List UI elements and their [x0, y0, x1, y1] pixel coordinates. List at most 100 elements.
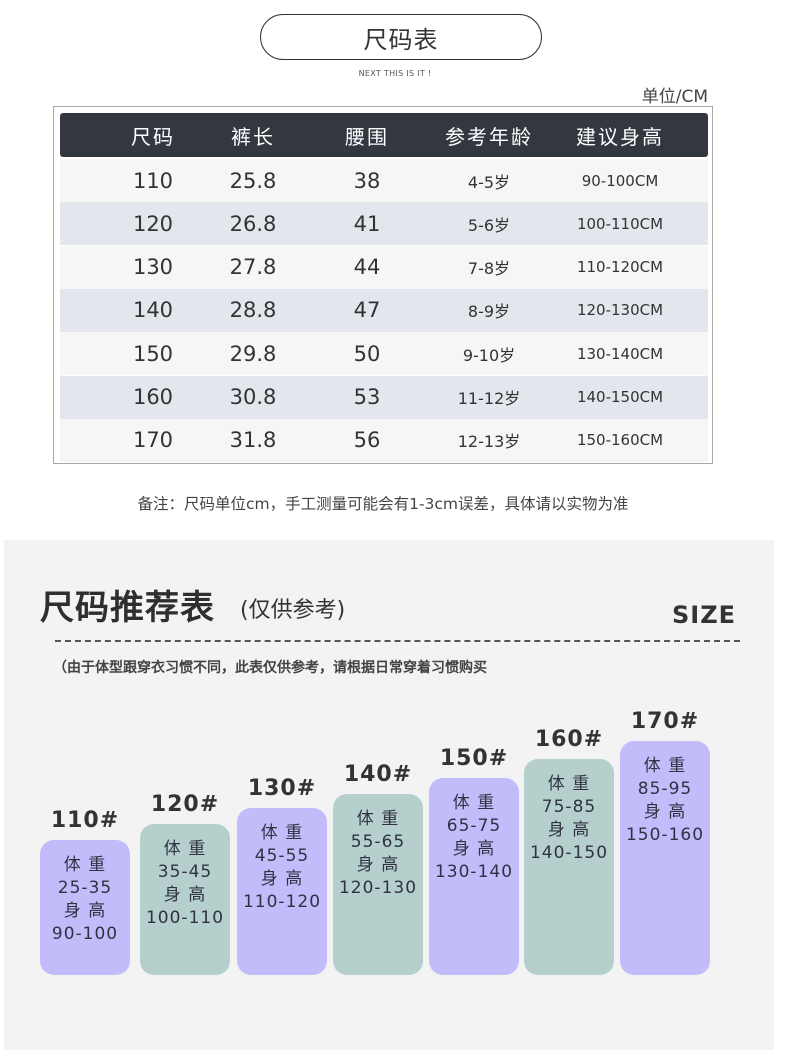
table-row: 160 30.8 53 11-12岁 140-150CM [60, 375, 708, 419]
table-cell: 56 [353, 428, 381, 453]
height-label: 身 高 [452, 839, 496, 859]
table-cell: 5-6岁 [467, 215, 511, 235]
measurement-note: 备注：尺码单位cm，手工测量可能会有1-3cm误差，具体请以实物为准 [137, 495, 629, 513]
recommend-subtitle: (仅供参考) [240, 598, 346, 623]
height-label: 身 高 [63, 901, 107, 921]
table-cell: 110 [132, 168, 174, 193]
table-cell: 38 [353, 168, 381, 193]
table-row: 150 29.8 50 9-10岁 130-140CM [60, 332, 708, 376]
page-subtitle: NEXT THIS IS IT ! [358, 69, 432, 78]
table-cell: 50 [353, 341, 381, 366]
height-label: 身 高 [643, 802, 687, 822]
weight-label: 体 重 [356, 809, 400, 829]
table-cell: 26.8 [229, 211, 277, 236]
table-cell: 130 [132, 255, 174, 280]
recommend-title: 尺码推荐表 [40, 588, 215, 628]
table-cell: 160 [132, 385, 174, 409]
size-bar: 体 重 35-45 身 高 100-110 [140, 824, 230, 975]
table-row: 120 26.8 41 5-6岁 100-110CM [60, 202, 708, 246]
bar-size-label: 150# [439, 746, 509, 771]
table-cell: 130-140CM [576, 344, 664, 363]
recommend-note: （由于体型跟穿衣习惯不同，此表仅供参考，请根据日常穿着习惯购买 [53, 660, 487, 676]
unit-label: 单位/CM [641, 87, 708, 107]
weight-value: 25-35 [57, 878, 113, 898]
table-cell: 53 [353, 385, 381, 409]
table-cell: 8-9岁 [467, 302, 511, 322]
table-row: 110 25.8 38 4-5岁 90-100CM [60, 159, 708, 202]
col-header-height: 建议身高 [576, 124, 664, 149]
table-cell: 170 [132, 428, 174, 453]
table-cell: 31.8 [229, 428, 277, 453]
table-cell: 28.8 [229, 298, 277, 323]
weight-value: 45-55 [254, 846, 310, 866]
size-bar: 体 重 25-35 身 高 90-100 [40, 840, 130, 975]
dashed-divider [55, 640, 740, 642]
size-bar: 体 重 45-55 身 高 110-120 [237, 808, 327, 975]
height-value: 150-160 [625, 825, 705, 845]
table-cell: 140 [132, 298, 174, 323]
weight-value: 55-65 [350, 832, 406, 852]
table-cell: 11-12岁 [457, 389, 521, 408]
bar-size-label: 140# [343, 762, 413, 787]
table-cell: 30.8 [229, 385, 277, 409]
weight-label: 体 重 [547, 774, 591, 794]
height-value: 110-120 [242, 892, 322, 912]
table-cell: 150 [132, 341, 174, 366]
table-cell: 41 [353, 211, 381, 236]
height-label: 身 高 [163, 885, 207, 905]
weight-value: 65-75 [446, 816, 502, 836]
size-table-section: 尺码表 NEXT THIS IS IT ! 单位/CM 尺码 裤长 腰围 参考年… [53, 14, 713, 513]
height-value: 130-140 [434, 862, 514, 882]
table-cell: 47 [353, 298, 381, 323]
height-label: 身 高 [260, 869, 304, 889]
table-cell: 140-150CM [576, 388, 664, 406]
size-label: SIZE [672, 601, 737, 629]
weight-label: 体 重 [260, 823, 304, 843]
weight-value: 75-85 [541, 797, 597, 817]
table-cell: 120-130CM [576, 301, 664, 320]
weight-label: 体 重 [163, 839, 207, 859]
table-row: 130 27.8 44 7-8岁 110-120CM [60, 245, 708, 289]
bar-size-label: 130# [247, 776, 317, 801]
height-label: 身 高 [547, 820, 591, 840]
table-row: 140 28.8 47 8-9岁 120-130CM [60, 288, 708, 332]
bar-size-label: 120# [150, 792, 220, 817]
table-cell: 7-8岁 [467, 259, 511, 279]
col-header-size: 尺码 [131, 124, 175, 149]
weight-label: 体 重 [63, 855, 107, 875]
weight-label: 体 重 [643, 756, 687, 776]
table-header: 尺码 裤长 腰围 参考年龄 建议身高 [60, 113, 708, 157]
height-value: 120-130 [338, 878, 418, 898]
table-cell: 100-110CM [576, 214, 664, 233]
table-cell: 9-10岁 [462, 345, 516, 365]
table-cell: 27.8 [229, 255, 277, 280]
col-header-age: 参考年龄 [445, 124, 533, 149]
bar-size-label: 170# [630, 709, 700, 734]
page-title: 尺码表 [260, 14, 542, 60]
height-label: 身 高 [356, 855, 400, 875]
table-cell: 4-5岁 [467, 172, 511, 192]
col-header-pants-length: 裤长 [231, 124, 275, 149]
table-cell: 90-100CM [581, 171, 659, 190]
size-table: 尺码 裤长 腰围 参考年龄 建议身高 110 25.8 38 4-5岁 90-100CM… [53, 106, 713, 464]
table-row: 170 31.8 56 12-13岁 150-160CM [60, 418, 708, 462]
table-cell: 29.8 [229, 341, 277, 366]
size-bar: 体 重 85-95 身 高 150-160 [620, 741, 710, 975]
weight-label: 体 重 [452, 793, 496, 813]
table-cell: 44 [353, 255, 381, 280]
size-bar: 体 重 75-85 身 高 140-150 [524, 759, 614, 975]
weight-value: 85-95 [637, 779, 693, 799]
table-cell: 150-160CM [576, 431, 664, 450]
col-header-waist: 腰围 [345, 124, 389, 149]
weight-value: 35-45 [157, 862, 213, 882]
table-cell: 110-120CM [576, 258, 664, 277]
height-value: 140-150 [529, 843, 609, 863]
size-bar: 体 重 65-75 身 高 130-140 [429, 778, 519, 975]
height-value: 100-110 [145, 908, 225, 928]
bar-size-label: 110# [50, 808, 120, 833]
height-value: 90-100 [51, 924, 119, 944]
size-bar: 体 重 55-65 身 高 120-130 [333, 794, 423, 975]
bar-size-label: 160# [534, 727, 604, 752]
table-cell: 12-13岁 [457, 432, 521, 452]
table-cell: 25.8 [229, 168, 277, 193]
